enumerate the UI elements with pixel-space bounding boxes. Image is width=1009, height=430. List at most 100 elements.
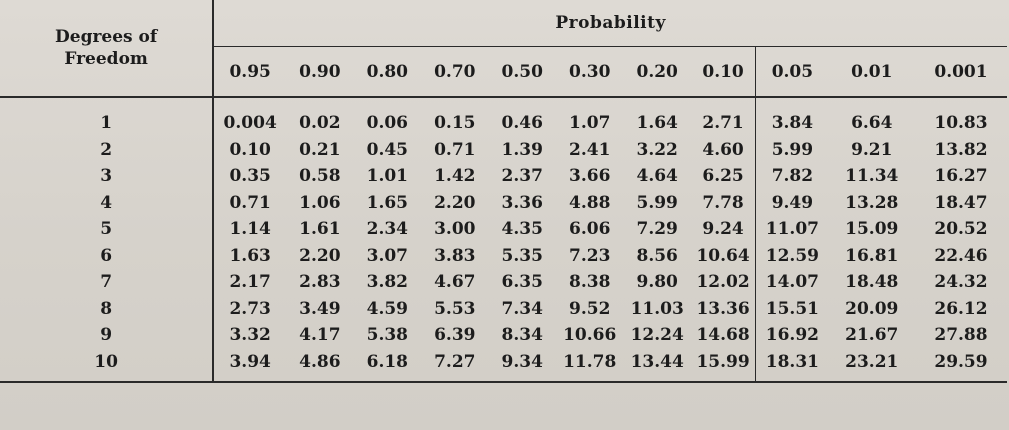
value-cell: 7.78 [702,192,744,213]
value-cell: 2.73 [229,298,271,319]
column-header: 0.001 [914,46,1007,99]
value-cell: 1.14 [229,219,271,240]
value-cell: 24.32 [934,272,988,293]
value-cell: 15.09 [845,219,899,240]
value-cell: 27.88 [934,325,988,346]
value-cell: 13.82 [934,139,988,160]
value-cell: 0.71 [229,192,271,213]
value-cell: 12.59 [755,242,829,269]
value-cell: 3.07 [366,245,409,266]
value-cell: 20.52 [934,219,988,240]
column-header: 0.30 [555,46,624,99]
value-cell: 14.07 [755,269,829,296]
value-cell: 6.39 [434,325,476,346]
table-row: 9 3.32 4.17 5.38 6.39 8.34 10.66 12.24 14.68 16.9… [0,322,1007,349]
value-cell: 6.64 [851,113,893,134]
value-cell: 3.94 [213,348,287,383]
value-cell: 3.83 [434,245,476,266]
value-cell: 4.86 [286,348,354,383]
column-header: 0.70 [421,46,489,99]
value-cell: 16.81 [845,245,899,266]
value-cell: 4.88 [569,192,611,213]
chi-square-table: Degrees of Freedom Probability 0.95 0.90 0… [0,0,1007,383]
df-cell: 9 [0,322,215,349]
table-row: 4 0.71 1.06 1.65 2.20 3.36 4.88 5.99 7.78 9.49 13.… [0,189,1007,216]
column-header: 0.20 [623,46,691,99]
df-cell: 10 [0,348,215,383]
value-cell: 7.23 [569,245,611,266]
table-row: 3 0.35 0.58 1.01 1.42 2.37 3.66 4.64 6.25 7.82 11.… [0,163,1007,190]
value-cell: 2.34 [366,219,409,240]
value-cell: 1.61 [299,219,341,240]
value-cell: 3.66 [569,166,611,187]
value-cell: 0.21 [299,139,341,160]
df-header-line2: Freedom [64,49,148,69]
value-cell: 7.34 [501,298,543,319]
df-header-line1: Degrees of [55,27,158,47]
value-cell: 3.32 [229,325,271,346]
value-cell: 6.35 [501,272,543,293]
value-cell: 16.92 [755,322,829,349]
value-cell: 11.03 [630,298,684,319]
value-cell: 26.12 [934,298,988,319]
column-header: 0.50 [488,46,556,99]
value-cell: 1.65 [366,192,409,213]
value-cell: 0.15 [434,113,476,134]
value-cell: 1.06 [299,192,341,213]
column-header-row: 0.95 0.90 0.80 0.70 0.50 0.30 0.20 0.10 0.05 0.01… [0,46,1007,99]
df-cell: 2 [0,136,215,163]
value-cell: 11.07 [755,216,829,243]
value-cell: 2.37 [501,166,543,187]
value-cell: 15.51 [755,295,829,322]
value-cell: 4.67 [434,272,476,293]
value-cell: 12.24 [630,325,684,346]
value-cell: 6.06 [569,219,611,240]
value-cell: 6.18 [353,348,422,383]
value-cell: 0.10 [229,139,271,160]
value-cell: 29.59 [914,348,1007,383]
value-cell: 13.28 [845,192,899,213]
value-cell: 11.34 [845,166,899,187]
value-cell: 2.83 [299,272,341,293]
value-cell: 1.01 [366,166,409,187]
value-cell: 6.25 [702,166,744,187]
value-cell: 4.17 [299,325,341,346]
table-body: 1 0.004 0.02 0.06 0.15 0.46 1.07 1.64 2.71 3.84 6.… [0,97,1007,383]
table-row: 8 2.73 3.49 4.59 5.53 7.34 9.52 11.03 13.36 15.51… [0,295,1007,322]
value-cell: 8.34 [501,325,543,346]
value-cell: 2.20 [299,245,341,266]
value-cell: 1.07 [569,113,611,134]
value-cell: 5.99 [636,192,678,213]
value-cell: 3.22 [636,139,678,160]
value-cell: 5.53 [434,298,476,319]
column-header: 0.80 [353,46,422,99]
column-header: 0.05 [755,46,829,99]
value-cell: 10.64 [696,245,750,266]
df-cell: 1 [0,97,215,137]
column-header: 0.10 [690,46,756,99]
value-cell: 3.82 [366,272,409,293]
value-cell: 0.71 [434,139,476,160]
table-row: 2 0.10 0.21 0.45 0.71 1.39 2.41 3.22 4.60 5.99 9.2… [0,136,1007,163]
value-cell: 9.49 [755,189,829,216]
table-row: 1 0.004 0.02 0.06 0.15 0.46 1.07 1.64 2.71 3.84 6.… [0,97,1007,137]
value-cell: 9.24 [702,219,744,240]
value-cell: 5.99 [755,136,829,163]
value-cell: 21.67 [845,325,899,346]
table-row: 5 1.14 1.61 2.34 3.00 4.35 6.06 7.29 9.24 11.07 15… [0,216,1007,243]
value-cell: 8.56 [636,245,678,266]
value-cell: 9.21 [851,139,893,160]
probability-header: Probability [213,0,1007,48]
value-cell: 4.60 [702,139,744,160]
value-cell: 0.46 [501,113,543,134]
value-cell: 0.06 [366,113,409,134]
value-cell: 13.36 [696,298,750,319]
value-cell: 7.27 [421,348,489,383]
table-row: 6 1.63 2.20 3.07 3.83 5.35 7.23 8.56 10.64 12.59 1… [0,242,1007,269]
value-cell: 2.41 [569,139,611,160]
value-cell: 0.35 [229,166,271,187]
value-cell: 0.02 [299,113,341,134]
value-cell: 9.80 [636,272,678,293]
df-cell: 6 [0,242,215,269]
